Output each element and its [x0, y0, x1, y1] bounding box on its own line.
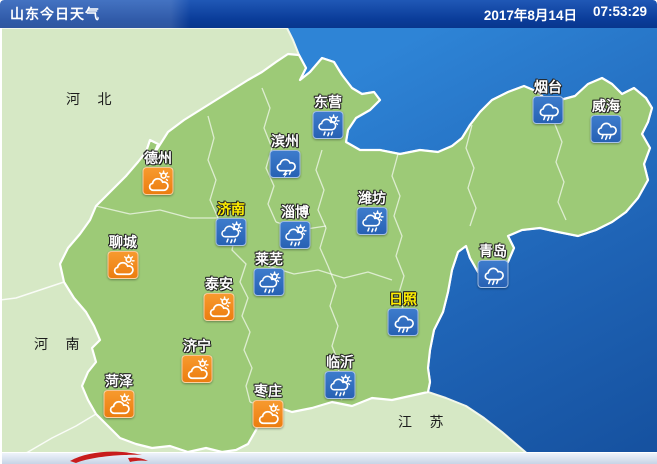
rain-icon [590, 115, 622, 143]
shower-icon [356, 207, 388, 235]
shower-icon [312, 111, 344, 139]
city-liaocheng[interactable]: 聊城 [107, 234, 139, 279]
shower-icon [279, 221, 311, 249]
city-label-rizhao: 日照 [389, 291, 417, 307]
rain-icon [532, 96, 564, 124]
city-weifang[interactable]: 潍坊 [356, 190, 388, 235]
city-label-weifang: 潍坊 [358, 190, 386, 206]
date-text: 2017年8月14日 [483, 8, 577, 23]
partly-cloudy-icon [142, 167, 174, 195]
shower-icon [215, 218, 247, 246]
partly-cloudy-icon [203, 293, 235, 321]
city-binzhou[interactable]: 滨州 [269, 133, 301, 178]
city-label-qingdao: 青岛 [479, 243, 507, 259]
city-jinan[interactable]: 济南 [215, 201, 247, 246]
partly-cloudy-icon [181, 355, 213, 383]
region-label-jiangsu: 江 苏 [398, 416, 451, 431]
city-weihai[interactable]: 威海 [590, 98, 622, 143]
city-heze[interactable]: 菏泽 [103, 373, 135, 418]
city-label-yantai: 烟台 [534, 79, 562, 95]
city-laiwu[interactable]: 莱芜 [253, 251, 285, 296]
shower-icon [253, 268, 285, 296]
city-label-weihai: 威海 [592, 98, 620, 114]
city-label-binzhou: 滨州 [271, 133, 299, 149]
partly-cloudy-icon [103, 390, 135, 418]
partly-cloudy-icon [252, 400, 284, 428]
region-label-hebei: 河 北 [66, 93, 119, 108]
time-text: 07:53:29 [592, 4, 647, 19]
partial-logo-swoosh [70, 451, 148, 463]
city-jining[interactable]: 济宁 [181, 338, 213, 383]
city-yantai[interactable]: 烟台 [532, 79, 564, 124]
city-qingdao[interactable]: 青岛 [477, 243, 509, 288]
shower-icon [324, 371, 356, 399]
city-label-dezhou: 德州 [144, 150, 172, 166]
city-dongying[interactable]: 东营 [312, 94, 344, 139]
city-label-taian: 泰安 [205, 276, 233, 292]
city-label-jinan: 济南 [217, 201, 245, 217]
city-label-zaozhuang: 枣庄 [254, 383, 282, 399]
rain-icon [387, 308, 419, 336]
shandong-province [58, 52, 654, 454]
region-label-henan: 河 南 [34, 338, 87, 353]
rain-icon [477, 260, 509, 288]
bottom-strip [2, 452, 657, 464]
shandong-weather-map: 河 北河 南江 苏 德州 东营滨州 烟台威海潍坊济南 淄博聊城莱芜 青岛泰安日照济宁临沂… [0, 28, 657, 464]
city-linyi[interactable]: 临沂 [324, 354, 356, 399]
city-label-zibo: 淄博 [281, 204, 309, 220]
thunderstorm-icon [269, 150, 301, 178]
city-zibo[interactable]: 淄博 [279, 204, 311, 249]
partly-cloudy-icon [107, 251, 139, 279]
city-taian[interactable]: 泰安 [203, 276, 235, 321]
city-rizhao[interactable]: 日照 [387, 291, 419, 336]
city-dezhou[interactable]: 德州 [142, 150, 174, 195]
city-label-laiwu: 莱芜 [255, 251, 283, 267]
city-label-liaocheng: 聊城 [109, 234, 137, 250]
city-zaozhuang[interactable]: 枣庄 [252, 383, 284, 428]
datetime-display: 2017年8月14日 07:53:29 [484, 4, 647, 24]
city-label-dongying: 东营 [314, 94, 342, 110]
city-label-linyi: 临沂 [326, 354, 354, 370]
page-title: 山东今日天气 [10, 6, 100, 22]
city-label-jining: 济宁 [183, 338, 211, 354]
title-bar: 山东今日天气 2017年8月14日 07:53:29 [0, 0, 657, 28]
city-label-heze: 菏泽 [105, 373, 133, 389]
